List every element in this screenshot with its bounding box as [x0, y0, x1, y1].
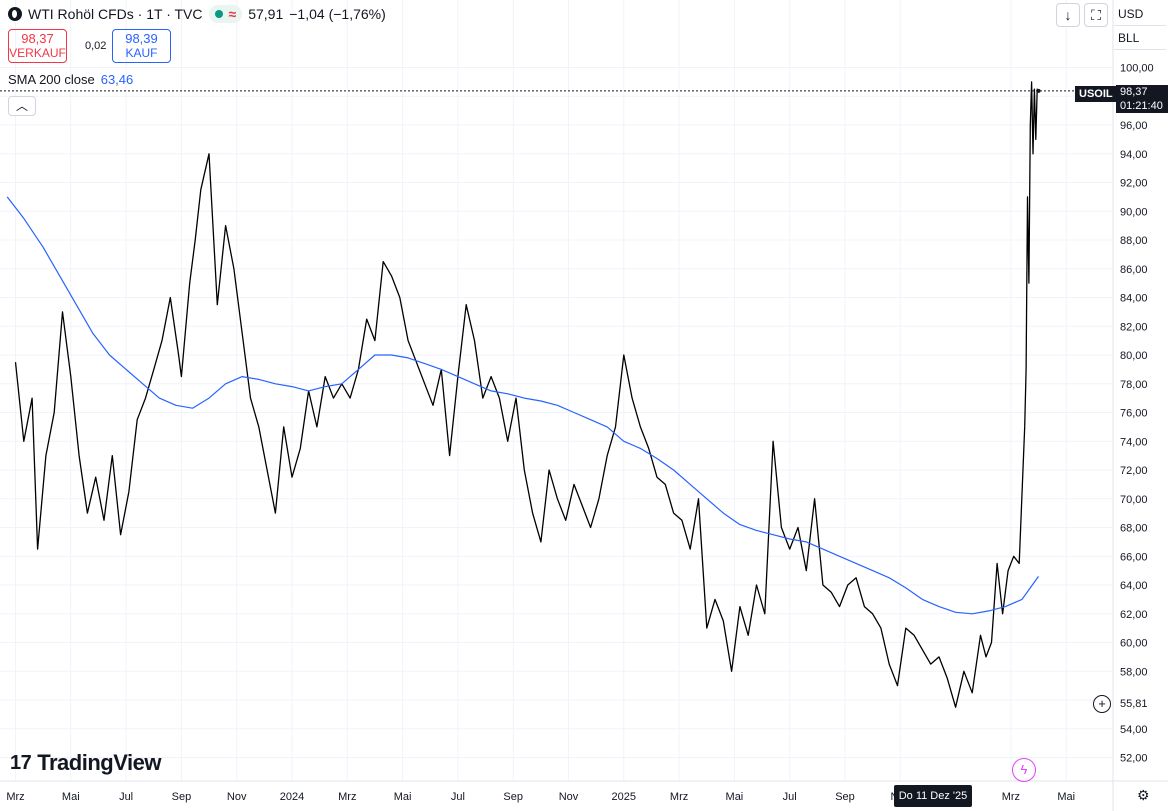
x-tick-label: Sep [172, 791, 192, 803]
collapse-legend-button[interactable]: ︿ [8, 96, 36, 116]
x-tick-label: Jul [451, 791, 465, 803]
x-tick-label: Mai [394, 791, 412, 803]
y-tick-label: 96,00 [1120, 120, 1148, 132]
y-tick-label: 52,00 [1120, 753, 1148, 765]
x-tick-label: Mrz [6, 791, 24, 803]
spread-value: 0,02 [85, 40, 107, 52]
y-tick-label: 64,00 [1120, 580, 1148, 592]
fullscreen-icon: ⛶ [1091, 7, 1101, 23]
y-tick-label: 88,00 [1120, 235, 1148, 247]
sma-line [6, 196, 1039, 615]
sell-button[interactable]: 98,37 VERKAUF [8, 29, 67, 63]
x-tick-label: 2024 [280, 791, 304, 803]
tradingview-wordmark: TradingView [37, 750, 161, 775]
buy-label: KAUF [125, 46, 158, 60]
y-tick-label: 94,00 [1120, 149, 1148, 161]
currency-selector[interactable]: USD [1114, 2, 1166, 26]
last-price-value: 98,37 [1120, 86, 1148, 98]
sell-label: VERKAUF [9, 46, 66, 60]
y-tick-label: 80,00 [1120, 350, 1148, 362]
x-tick-label: Mrz [670, 791, 688, 803]
x-tick-label: Nov [227, 791, 247, 803]
last-price: 57,91 [248, 6, 284, 22]
y-tick-label: 84,00 [1120, 293, 1148, 305]
price-axis[interactable]: 52,0054,0056,0058,0060,0062,0064,0066,00… [1112, 0, 1154, 811]
gear-icon[interactable]: ⚙ [1137, 787, 1150, 803]
x-tick-label: Mrz [1002, 791, 1020, 803]
last-price-badge: 98,37 01:21:40 [1116, 85, 1168, 113]
y-tick-label: 92,00 [1120, 178, 1148, 190]
live-indicator: ≈ [228, 6, 237, 22]
x-tick-label: Mai [62, 791, 80, 803]
bar-countdown: 01:21:40 [1120, 100, 1163, 112]
x-tick-label: Sep [835, 791, 855, 803]
symbol-header[interactable]: WTI Rohöl CFDs · 1T · TVC ≈ 57,91 −1,04 … [8, 5, 386, 23]
symbol-price-label: USOIL [1075, 86, 1117, 102]
sell-price: 98,37 [21, 31, 54, 46]
market-status[interactable]: ≈ [208, 5, 243, 23]
y-tick-label: 58,00 [1120, 666, 1148, 678]
symbol-title[interactable]: WTI Rohöl CFDs · 1T · TVC [28, 6, 203, 22]
download-arrow-icon: ↓ [1064, 7, 1072, 23]
fullscreen-button[interactable]: ⛶ [1084, 3, 1108, 27]
unit-selector[interactable]: BLL [1114, 26, 1166, 50]
y-tick-label: 78,00 [1120, 379, 1148, 391]
download-button[interactable]: ↓ [1056, 3, 1080, 27]
price-line [14, 153, 1026, 708]
market-open-icon [214, 10, 223, 18]
chart-series [6, 81, 1041, 708]
crosshair-date-label: Do 11 Dez '25 [894, 785, 972, 807]
y-tick-label: 74,00 [1120, 436, 1148, 448]
time-axis[interactable]: Mrz Mai Jul Sep Nov 2024 Mrz Mai Jul Sep Nov 2025 Mr… [0, 780, 1168, 803]
x-tick-label: Mrz [338, 791, 356, 803]
price-change: −1,04 (−1,76%) [289, 6, 386, 22]
y-tick-label: 62,00 [1120, 609, 1148, 621]
buy-button[interactable]: 98,39 KAUF [112, 29, 171, 63]
chevron-up-icon: ︿ [15, 99, 28, 113]
y-tick-label: 66,00 [1120, 551, 1148, 563]
y-tick-label: 86,00 [1120, 264, 1148, 276]
y-tick-label: 60,00 [1120, 638, 1148, 650]
tradingview-mark: 17 [10, 751, 32, 774]
last-point-marker [1036, 88, 1041, 93]
x-tick-label: Sep [503, 791, 523, 803]
oil-drop-icon [8, 7, 22, 21]
chart-grid [0, 0, 1112, 781]
plus-circle-icon[interactable]: + [1093, 695, 1111, 713]
x-tick-label: Mai [1057, 791, 1075, 803]
x-tick-label: Jul [783, 791, 797, 803]
x-tick-label: 2025 [612, 791, 636, 803]
y-tick-label: 72,00 [1120, 465, 1148, 477]
y-tick-label: 82,00 [1120, 321, 1148, 333]
price-spike-line [1024, 81, 1040, 427]
y-tick-label: 90,00 [1120, 206, 1148, 218]
tradingview-logo[interactable]: 17 TradingView [10, 750, 161, 776]
y-tick-label: 100,00 [1120, 63, 1154, 75]
crosshair-price-label: 55,81 [1116, 694, 1168, 714]
indicator-legend[interactable]: SMA 200 close 63,46 [8, 72, 133, 87]
buy-price: 98,39 [125, 31, 158, 46]
indicator-name: SMA 200 close [8, 72, 95, 87]
x-tick-label: Jul [119, 791, 133, 803]
lightning-icon[interactable]: ϟ [1012, 758, 1036, 782]
x-tick-label: Nov [559, 791, 579, 803]
x-tick-label: Mai [726, 791, 744, 803]
indicator-value: 63,46 [100, 72, 134, 87]
y-tick-label: 54,00 [1120, 724, 1148, 736]
y-tick-label: 76,00 [1120, 408, 1148, 420]
y-tick-label: 68,00 [1120, 523, 1148, 535]
y-tick-label: 70,00 [1120, 494, 1148, 506]
